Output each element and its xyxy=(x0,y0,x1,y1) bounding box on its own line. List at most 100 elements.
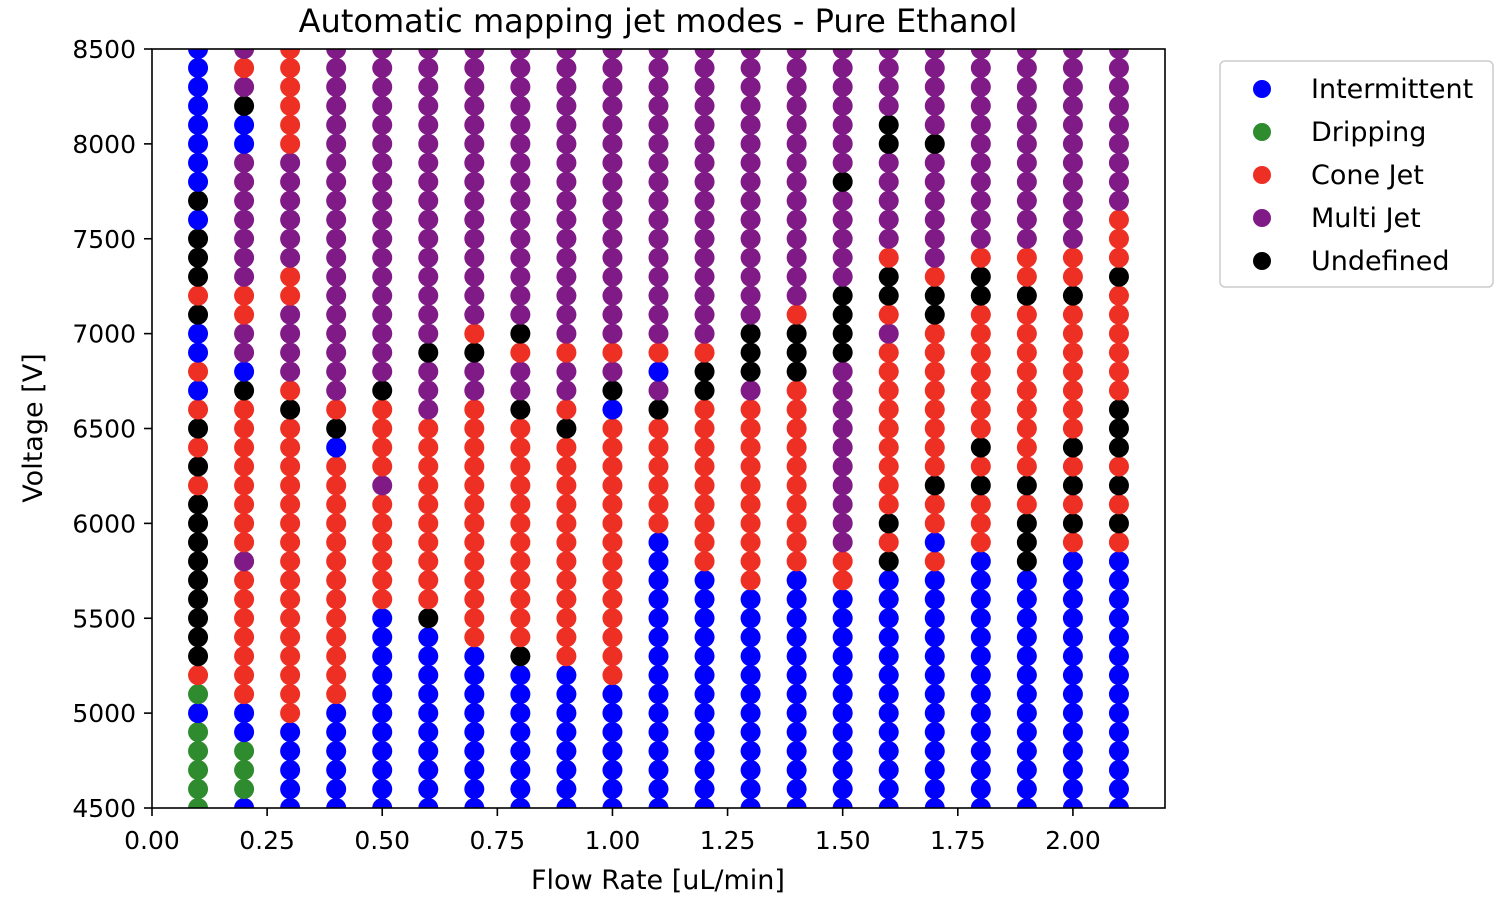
data-point-cone-jet xyxy=(786,513,807,534)
data-point-multi-jet xyxy=(280,171,301,192)
data-point-multi-jet xyxy=(832,247,853,268)
data-point-cone-jet xyxy=(694,437,715,458)
data-point-undefined xyxy=(1016,551,1037,572)
data-point-intermittent xyxy=(510,798,531,808)
data-point-cone-jet xyxy=(464,475,485,496)
data-point-undefined xyxy=(832,323,853,344)
data-point-intermittent xyxy=(602,741,623,762)
data-point-multi-jet xyxy=(648,57,669,78)
data-point-cone-jet xyxy=(1062,418,1083,439)
data-point-multi-jet xyxy=(234,152,255,173)
data-point-cone-jet xyxy=(924,399,945,420)
data-point-undefined xyxy=(188,418,209,439)
data-point-multi-jet xyxy=(372,475,393,496)
data-point-cone-jet xyxy=(556,475,577,496)
data-point-multi-jet xyxy=(234,20,254,40)
data-point-cone-jet xyxy=(326,589,347,610)
data-point-intermittent xyxy=(832,665,853,686)
data-point-intermittent xyxy=(924,532,945,553)
data-point-multi-jet xyxy=(648,323,669,344)
data-point-intermittent xyxy=(464,665,485,686)
data-point-intermittent xyxy=(740,608,761,629)
data-point-intermittent xyxy=(740,646,761,667)
data-point-intermittent xyxy=(1062,627,1083,648)
data-point-multi-jet xyxy=(786,95,807,116)
data-point-intermittent xyxy=(924,646,945,667)
data-point-intermittent xyxy=(924,722,945,743)
data-points-layer xyxy=(188,0,1129,808)
y-tick-label: 6500 xyxy=(72,415,136,444)
data-point-cone-jet xyxy=(740,399,761,420)
data-point-intermittent xyxy=(602,399,623,420)
data-point-multi-jet xyxy=(464,49,485,59)
data-point-intermittent xyxy=(786,627,807,648)
data-point-intermittent xyxy=(1062,722,1083,743)
data-point-multi-jet xyxy=(924,49,945,59)
data-point-cone-jet xyxy=(418,589,439,610)
data-point-cone-jet xyxy=(970,380,991,401)
data-point-intermittent xyxy=(1108,684,1129,705)
data-point-dripping xyxy=(234,741,255,762)
data-point-dripping xyxy=(188,684,209,705)
data-point-intermittent xyxy=(786,646,807,667)
data-point-cone-jet xyxy=(694,475,715,496)
data-point-cone-jet xyxy=(878,380,899,401)
data-point-cone-jet xyxy=(556,627,577,648)
data-point-intermittent xyxy=(188,20,208,40)
data-point-cone-jet xyxy=(556,551,577,572)
data-point-undefined xyxy=(234,1,254,21)
data-point-intermittent xyxy=(188,76,209,97)
data-point-cone-jet xyxy=(234,475,255,496)
data-point-multi-jet xyxy=(740,190,761,211)
data-point-multi-jet xyxy=(510,228,531,249)
data-point-multi-jet xyxy=(740,95,761,116)
data-point-undefined xyxy=(878,285,899,306)
data-point-intermittent xyxy=(648,741,669,762)
data-point-intermittent xyxy=(188,1,208,21)
data-point-intermittent xyxy=(970,551,991,572)
data-point-intermittent xyxy=(464,703,485,724)
data-point-cone-jet xyxy=(1016,456,1037,477)
data-point-intermittent xyxy=(188,49,209,59)
chart-title: Automatic mapping jet modes - Pure Ethan… xyxy=(299,2,1018,40)
data-point-intermittent xyxy=(1062,589,1083,610)
data-point-undefined xyxy=(188,627,209,648)
data-point-cone-jet xyxy=(464,608,485,629)
data-point-cone-jet xyxy=(280,1,300,21)
data-point-undefined xyxy=(924,133,945,154)
data-point-intermittent xyxy=(188,0,208,2)
data-point-dripping xyxy=(188,798,209,808)
data-point-intermittent xyxy=(372,608,393,629)
data-point-cone-jet xyxy=(1016,437,1037,458)
data-point-cone-jet xyxy=(280,266,301,287)
data-point-intermittent xyxy=(1016,741,1037,762)
data-point-multi-jet xyxy=(372,171,393,192)
data-point-intermittent xyxy=(372,760,393,781)
data-point-multi-jet xyxy=(1016,95,1037,116)
data-point-cone-jet xyxy=(326,570,347,591)
data-point-cone-jet xyxy=(418,437,439,458)
data-point-cone-jet xyxy=(372,437,393,458)
data-point-intermittent xyxy=(832,760,853,781)
data-point-multi-jet xyxy=(418,133,439,154)
data-point-intermittent xyxy=(418,798,439,808)
data-point-cone-jet xyxy=(280,627,301,648)
data-point-multi-jet xyxy=(556,76,577,97)
data-point-intermittent xyxy=(648,646,669,667)
data-point-multi-jet xyxy=(326,228,347,249)
data-point-cone-jet xyxy=(924,323,945,344)
x-tick-label: 2.00 xyxy=(1045,826,1101,855)
data-point-intermittent xyxy=(280,798,301,808)
data-point-cone-jet xyxy=(510,418,531,439)
data-point-multi-jet xyxy=(234,323,255,344)
data-point-undefined xyxy=(786,323,807,344)
data-point-cone-jet xyxy=(970,342,991,363)
data-point-multi-jet xyxy=(602,209,623,230)
data-point-intermittent xyxy=(372,779,393,800)
data-point-cone-jet xyxy=(1016,380,1037,401)
data-point-cone-jet xyxy=(510,475,531,496)
data-point-multi-jet xyxy=(234,190,255,211)
data-point-multi-jet xyxy=(326,152,347,173)
data-point-undefined xyxy=(786,361,807,382)
data-point-cone-jet xyxy=(464,456,485,477)
